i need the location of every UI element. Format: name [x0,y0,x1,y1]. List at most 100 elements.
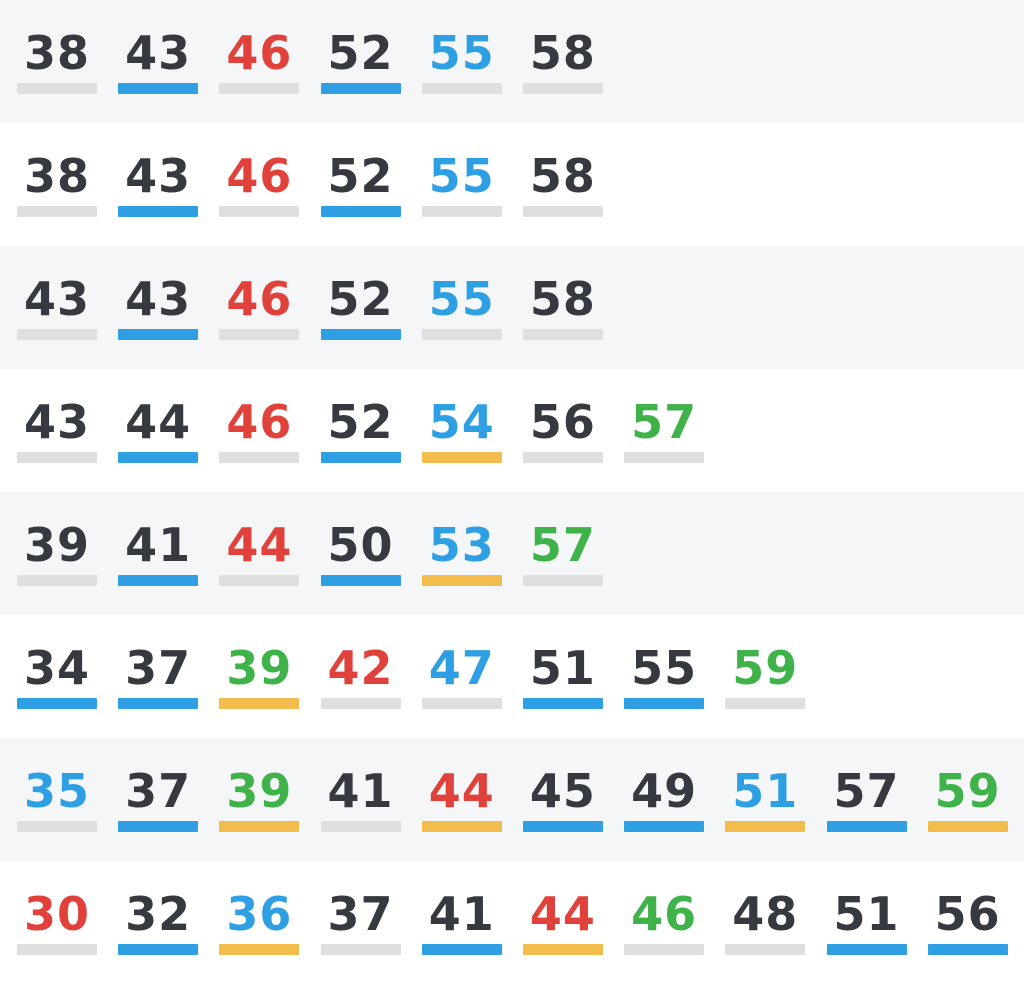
number-cell: 37 [320,861,401,955]
underline-bar-gray [320,698,401,709]
number-value: 44 [428,764,495,818]
number-value: 52 [327,395,394,449]
number-cell: 34 [17,615,97,709]
number-value: 55 [428,149,495,203]
number-cell: 55 [421,246,502,340]
number-value: 58 [529,26,596,80]
underline-bar-gray [17,575,97,586]
number-value: 57 [833,764,900,818]
number-value: 35 [23,764,90,818]
number-cell: 43 [118,123,199,217]
underline-bar-gray [624,452,705,463]
number-value: 43 [125,149,192,203]
number-cell: 44 [219,492,300,586]
number-value: 46 [226,272,293,326]
number-cell: 55 [624,615,705,709]
number-value: 58 [529,272,596,326]
underline-bar-gray [522,83,603,94]
underline-bar-gray [421,83,502,94]
number-value: 42 [327,641,394,695]
underline-bar-gray [219,452,300,463]
number-cell: 35 [17,738,97,832]
underline-bar-yellow [219,944,300,955]
number-value: 34 [23,641,90,695]
underline-bar-yellow [421,821,502,832]
number-cell: 37 [118,615,199,709]
number-value: 47 [428,641,495,695]
number-cell: 48 [725,861,806,955]
underline-bar-blue [118,575,199,586]
underline-bar-gray [522,452,603,463]
number-value: 59 [732,641,799,695]
underline-bar-gray [725,698,806,709]
number-value: 43 [125,272,192,326]
number-value: 52 [327,272,394,326]
number-cell: 44 [421,738,502,832]
number-cell: 58 [522,123,603,217]
number-cell: 55 [421,0,502,94]
number-cell: 51 [725,738,806,832]
number-value: 43 [125,26,192,80]
number-cell: 38 [17,123,97,217]
number-value: 46 [226,395,293,449]
underline-bar-gray [725,944,806,955]
underline-bar-blue [118,821,199,832]
underline-bar-blue [522,821,603,832]
number-cell: 44 [522,861,603,955]
number-cell: 52 [320,246,401,340]
underline-bar-yellow [219,698,300,709]
number-cell: 59 [927,738,1008,832]
underline-bar-blue [624,821,705,832]
number-value: 51 [529,641,596,695]
number-value: 37 [125,641,192,695]
number-value: 46 [226,26,293,80]
number-cell: 44 [118,369,199,463]
number-cell: 43 [17,369,97,463]
number-row-4: 43 44 46 52 54 56 57 [0,369,1024,492]
underline-bar-yellow [927,821,1008,832]
number-cell: 52 [320,123,401,217]
number-cell: 32 [118,861,199,955]
number-value: 46 [226,149,293,203]
number-row-5: 39 41 44 50 53 57 [0,492,1024,615]
underline-bar-gray [17,329,97,340]
underline-bar-blue [320,329,401,340]
number-value: 46 [631,887,698,941]
number-cell: 43 [118,246,199,340]
underline-bar-gray [17,452,97,463]
number-cell: 52 [320,0,401,94]
underline-bar-blue [320,206,401,217]
underline-bar-gray [17,206,97,217]
number-cell: 39 [17,492,97,586]
number-cell: 41 [320,738,401,832]
number-cell: 54 [421,369,502,463]
underline-bar-yellow [421,575,502,586]
number-value: 56 [934,887,1001,941]
number-cell: 53 [421,492,502,586]
number-value: 54 [428,395,495,449]
number-cell: 57 [624,369,705,463]
underline-bar-gray [17,944,97,955]
underline-bar-gray [219,83,300,94]
number-cell: 57 [826,738,907,832]
underline-bar-gray [522,206,603,217]
number-cell: 58 [522,246,603,340]
number-cell: 58 [522,0,603,94]
number-value: 55 [631,641,698,695]
number-cell: 45 [522,738,603,832]
underline-bar-blue [118,944,199,955]
number-row-2: 38 43 46 52 55 58 [0,123,1024,246]
number-value: 58 [529,149,596,203]
number-row-3: 43 43 46 52 55 58 [0,246,1024,369]
number-cell: 51 [522,615,603,709]
underline-bar-gray [320,944,401,955]
underline-bar-yellow [219,821,300,832]
number-row-1: 38 43 46 52 55 58 [0,0,1024,123]
number-row-6: 34 37 39 42 47 51 55 59 [0,615,1024,738]
number-cell: 49 [624,738,705,832]
underline-bar-yellow [421,452,502,463]
underline-bar-gray [421,206,502,217]
underline-bar-blue [118,83,199,94]
underline-bar-blue [320,452,401,463]
